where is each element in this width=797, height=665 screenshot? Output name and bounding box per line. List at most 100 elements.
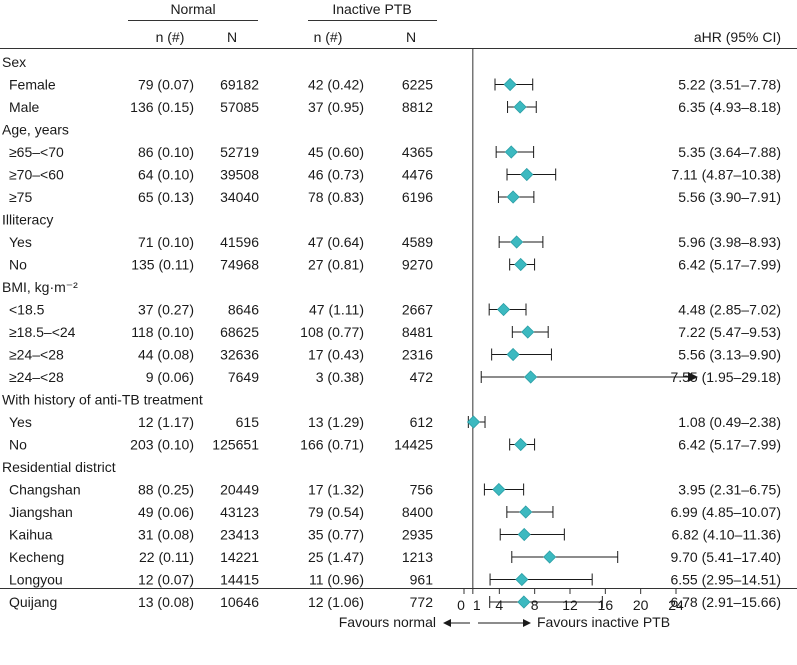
row-label: Changshan — [9, 482, 81, 498]
normal-N-cell: 57085 — [220, 99, 259, 115]
ahr-point — [506, 347, 520, 362]
ptb-N-cell: 1213 — [402, 549, 433, 565]
ptb-n-cell: 47 (1.11) — [309, 302, 364, 318]
ahr-point — [520, 167, 534, 182]
normal-n-cell: 88 (0.25) — [138, 482, 194, 498]
ahr-ci-cell: 7.55 (1.95–29.18) — [670, 369, 781, 385]
header-normal: Normal — [170, 1, 215, 17]
ptb-N-cell: 472 — [410, 369, 434, 385]
ahr-point — [517, 595, 531, 609]
table-row: ≥70–<60 64 (0.10) 39508 46 (0.73) 4476 7.11 (… — [9, 167, 781, 183]
x-tick-label: 4 — [495, 597, 503, 613]
normal-N-cell: 8646 — [228, 302, 259, 318]
normal-n-cell: 86 (0.10) — [138, 144, 194, 160]
normal-N-cell: 39508 — [220, 167, 259, 183]
header-normal-N: N — [227, 29, 237, 45]
header-ahr: aHR (95% CI) — [694, 29, 781, 45]
table-row: Changshan 88 (0.25) 20449 17 (1.32) 756 3.95 … — [9, 482, 781, 498]
ptb-N-cell: 756 — [410, 482, 434, 498]
normal-n-cell: 9 (0.06) — [146, 369, 194, 385]
ptb-N-cell: 8481 — [402, 324, 433, 340]
section-title: Residential district — [2, 459, 116, 475]
x-tick-label: 12 — [562, 597, 578, 613]
ptb-N-cell: 4365 — [402, 144, 433, 160]
ptb-N-cell: 8812 — [402, 99, 433, 115]
table-row: Jiangshan 49 (0.06) 43123 79 (0.54) 8400 6.99… — [9, 504, 781, 520]
ahr-point — [521, 325, 535, 339]
table-row: No 203 (0.10) 125651 166 (0.71) 14425 6.42 (5… — [9, 437, 781, 453]
row-label: Female — [9, 77, 56, 93]
table-rows: Sex Female 79 (0.07) 69182 42 (0.42) 6225 5.22… — [2, 54, 781, 610]
row-label: ≥75 — [9, 189, 32, 205]
row-label: ≥24–<28 — [9, 369, 64, 385]
normal-N-cell: 125651 — [212, 437, 259, 453]
ahr-point — [506, 190, 520, 204]
ahr-ci-cell: 6.55 (2.95–14.51) — [670, 572, 781, 588]
table-row: Kaihua 31 (0.08) 23413 35 (0.77) 2935 6.82 (4… — [9, 527, 781, 543]
x-tick-label: 20 — [633, 597, 649, 613]
table-row: Yes 12 (1.17) 615 13 (1.29) 612 1.08 (0.49–2.… — [9, 414, 781, 430]
ptb-n-cell: 108 (0.77) — [300, 324, 364, 340]
normal-n-cell: 13 (0.08) — [138, 594, 194, 610]
normal-n-cell: 31 (0.08) — [138, 527, 194, 543]
row-label: No — [9, 257, 27, 273]
left-arrowhead — [443, 619, 451, 627]
ahr-ci-cell: 3.95 (2.31–6.75) — [678, 482, 781, 498]
normal-n-cell: 22 (0.11) — [139, 549, 194, 565]
table-row: Female 79 (0.07) 69182 42 (0.42) 6225 5.22 (3… — [9, 77, 781, 93]
ahr-ci-cell: 6.42 (5.17–7.99) — [678, 257, 781, 273]
normal-n-cell: 65 (0.13) — [138, 189, 194, 205]
normal-N-cell: 10646 — [220, 594, 259, 610]
x-tick-label: 0 — [457, 597, 465, 613]
ptb-n-cell: 13 (1.29) — [308, 414, 364, 430]
header-ptb-n: n (#) — [314, 29, 343, 45]
table-row: <18.5 37 (0.27) 8646 47 (1.11) 2667 4.48 (2.8… — [9, 302, 781, 318]
normal-N-cell: 43123 — [220, 504, 259, 520]
normal-N-cell: 7649 — [228, 369, 259, 385]
section-title: With history of anti-TB treatment — [2, 392, 203, 408]
normal-n-cell: 37 (0.27) — [138, 302, 194, 318]
ahr-ci-cell: 5.22 (3.51–7.78) — [678, 77, 781, 93]
x-tick-label: 24 — [668, 597, 684, 613]
row-label: Quijang — [9, 594, 57, 610]
table-row: ≥75 65 (0.13) 34040 78 (0.83) 6196 5.56 (3.90… — [9, 189, 781, 205]
normal-N-cell: 69182 — [220, 77, 259, 93]
section-title: BMI, kg·m⁻² — [2, 279, 78, 295]
ahr-ci-cell: 6.82 (4.10–11.36) — [672, 527, 782, 543]
ahr-ci-cell: 6.42 (5.17–7.99) — [678, 437, 781, 453]
ahr-point — [504, 145, 518, 159]
normal-N-cell: 32636 — [220, 347, 259, 363]
ahr-point — [524, 370, 538, 384]
normal-N-cell: 74968 — [220, 257, 259, 273]
ptb-n-cell: 37 (0.95) — [308, 99, 364, 115]
x-tick-label: 16 — [598, 597, 614, 613]
right-arrowhead — [523, 619, 531, 627]
ptb-n-cell: 17 (1.32) — [308, 482, 364, 498]
normal-n-cell: 136 (0.15) — [130, 99, 194, 115]
row-label: Yes — [9, 414, 32, 430]
row-label: ≥65–<70 — [9, 144, 64, 160]
ahr-ci-cell: 7.22 (5.47–9.53) — [678, 324, 781, 340]
table-row: Male 136 (0.15) 57085 37 (0.95) 8812 6.35 (4.… — [9, 99, 781, 115]
normal-N-cell: 68625 — [220, 324, 259, 340]
row-label: ≥18.5–<24 — [9, 324, 76, 340]
ahr-point — [543, 550, 557, 564]
table-row: ≥18.5–<24 118 (0.10) 68625 108 (0.77) 8481 7.… — [9, 324, 781, 340]
ahr-point — [513, 100, 527, 114]
table-row: ≥24–<28 44 (0.08) 32636 17 (0.43) 2316 5.56 (… — [9, 347, 781, 363]
ahr-point — [517, 527, 531, 542]
ahr-point — [515, 572, 529, 587]
ptb-n-cell: 25 (1.47) — [308, 549, 364, 565]
ptb-n-cell: 45 (0.60) — [308, 144, 364, 160]
ptb-n-cell: 17 (0.43) — [308, 347, 364, 363]
ahr-ci-cell: 5.35 (3.64–7.88) — [678, 144, 781, 160]
ahr-ci-cell: 1.08 (0.49–2.38) — [678, 414, 781, 430]
normal-N-cell: 20449 — [220, 482, 259, 498]
row-label: <18.5 — [9, 302, 45, 318]
section-title: Sex — [2, 54, 26, 70]
ptb-n-cell: 79 (0.54) — [308, 504, 364, 520]
ahr-ci-cell: 4.48 (2.85–7.02) — [678, 302, 781, 318]
row-label: Yes — [9, 234, 32, 250]
table-row: ≥24–<28 9 (0.06) 7649 3 (0.38) 472 7.55 (1.95… — [9, 369, 781, 385]
